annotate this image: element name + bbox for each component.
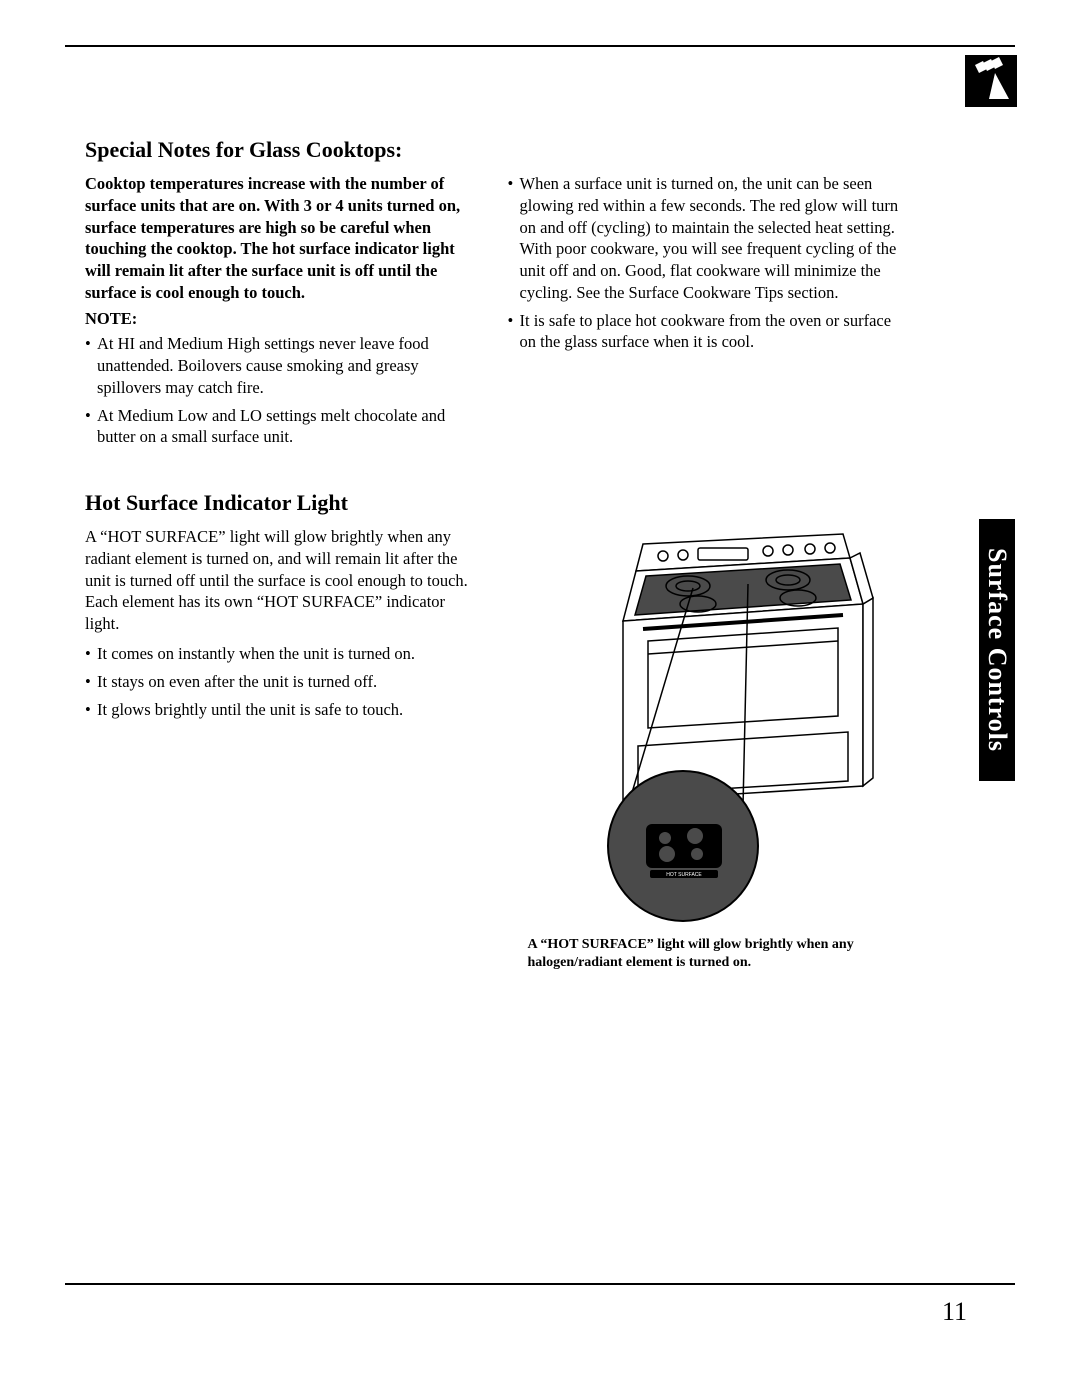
section-icon xyxy=(965,55,1017,107)
intro-paragraph: Cooktop temperatures increase with the n… xyxy=(85,173,478,304)
list-item: When a surface unit is turned on, the un… xyxy=(508,173,901,304)
note-bullets: At HI and Medium High settings never lea… xyxy=(85,333,478,448)
list-item: It is safe to place hot cookware from th… xyxy=(508,310,901,354)
figure-caption: A “HOT SURFACE” light will glow brightly… xyxy=(528,936,888,971)
right-bullets: When a surface unit is turned on, the un… xyxy=(508,173,901,353)
right-column: When a surface unit is turned on, the un… xyxy=(508,173,901,454)
list-item: It glows brightly until the unit is safe… xyxy=(85,699,478,721)
page-frame: Special Notes for Glass Cooktops: Cookto… xyxy=(65,45,1015,1345)
callout-label: HOT SURFACE xyxy=(666,872,702,878)
intro-paragraph: A “HOT SURFACE” light will glow brightly… xyxy=(85,526,478,635)
section-heading: Special Notes for Glass Cooktops: xyxy=(85,137,900,163)
content-area: Special Notes for Glass Cooktops: Cookto… xyxy=(85,137,900,992)
list-item: At Medium Low and LO settings melt choco… xyxy=(85,405,478,449)
list-item: At HI and Medium High settings never lea… xyxy=(85,333,478,398)
stove-illustration: HOT SURFACE xyxy=(588,526,878,926)
bottom-rule xyxy=(65,1283,1015,1285)
two-column-layout: Cooktop temperatures increase with the n… xyxy=(85,173,900,454)
feature-bullets: It comes on instantly when the unit is t… xyxy=(85,643,478,720)
list-item: It comes on instantly when the unit is t… xyxy=(85,643,478,665)
left-column: A “HOT SURFACE” light will glow brightly… xyxy=(85,526,478,726)
note-label: NOTE: xyxy=(85,308,478,330)
figure-column: HOT SURFACE A “HOT SURFACE” light will g… xyxy=(508,526,901,956)
hot-surface-section: Hot Surface Indicator Light A “HOT SURFA… xyxy=(85,490,900,956)
special-notes-section: Special Notes for Glass Cooktops: Cookto… xyxy=(85,137,900,454)
side-tab-label: Surface Controls xyxy=(982,548,1012,752)
section-heading: Hot Surface Indicator Light xyxy=(85,490,900,516)
page-number: 11 xyxy=(942,1297,967,1327)
two-column-layout: A “HOT SURFACE” light will glow brightly… xyxy=(85,526,900,956)
side-tab: Surface Controls xyxy=(979,519,1015,781)
list-item: It stays on even after the unit is turne… xyxy=(85,671,478,693)
left-column: Cooktop temperatures increase with the n… xyxy=(85,173,478,454)
